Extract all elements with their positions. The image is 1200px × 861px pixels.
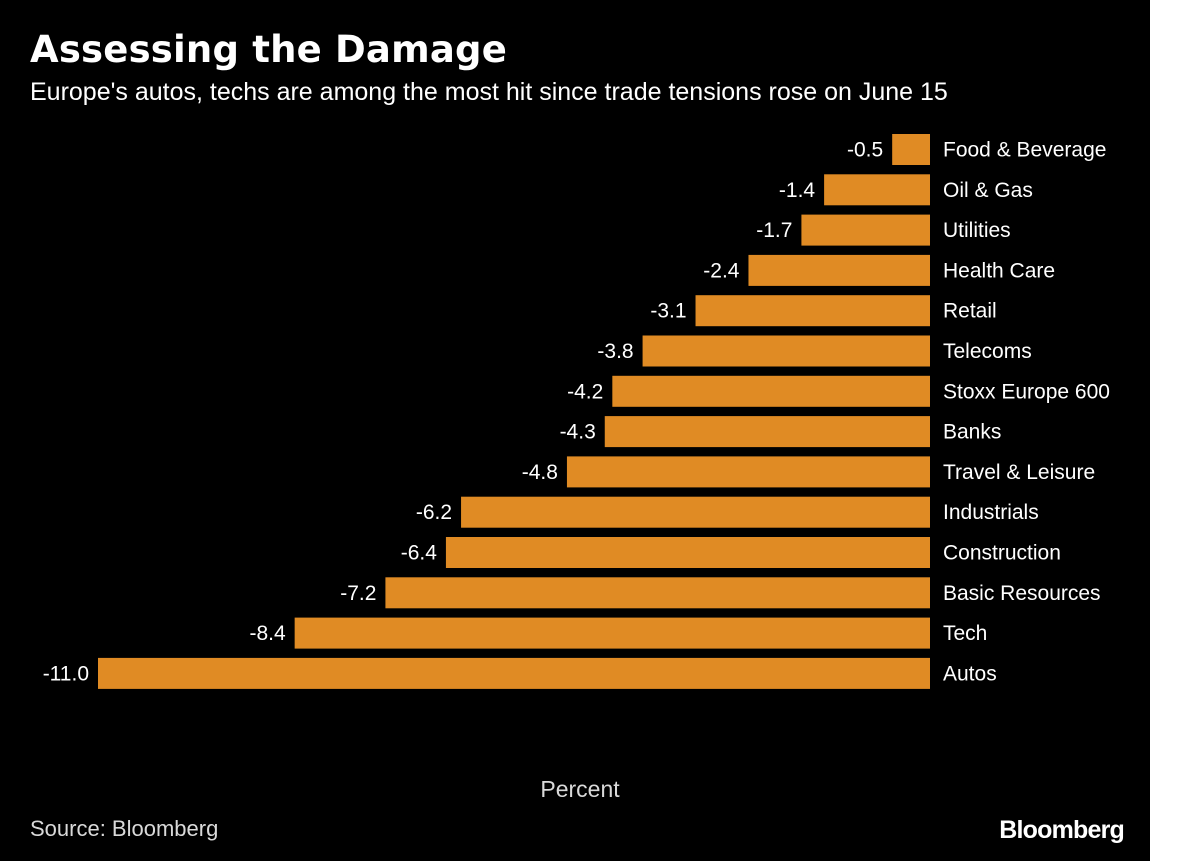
value-label-health-care: -2.4	[703, 259, 740, 282]
value-label-travel-and-leisure: -4.8	[522, 461, 558, 484]
bar-autos	[98, 657, 930, 689]
bar-telecoms	[642, 335, 930, 367]
category-label-construction: Construction	[943, 542, 1061, 565]
value-label-retail: -3.1	[650, 300, 686, 323]
source-note: Source: Bloomberg	[30, 816, 219, 841]
category-label-health-care: Health Care	[943, 259, 1055, 282]
category-label-utilities: Utilities	[943, 219, 1011, 242]
value-label-telecoms: -3.8	[597, 340, 633, 363]
category-label-industrials: Industrials	[943, 501, 1039, 524]
category-label-basic-resources: Basic Resources	[943, 582, 1101, 605]
bar-oil-and-gas	[824, 174, 930, 206]
chart-frame: Assessing the Damage Europe's autos, tec…	[0, 0, 1150, 861]
bar-travel-and-leisure	[566, 456, 930, 488]
category-label-travel-and-leisure: Travel & Leisure	[943, 461, 1095, 484]
bar-stoxx-europe-600	[612, 375, 930, 407]
category-label-food-and-beverage: Food & Beverage	[943, 139, 1106, 162]
bar-construction	[445, 537, 930, 568]
category-label-banks: Banks	[943, 421, 1001, 444]
bar-basic-resources	[385, 577, 930, 609]
category-label-tech: Tech	[943, 622, 987, 645]
bloomberg-logo: Bloomberg	[999, 816, 1125, 844]
x-axis-label: Percent	[540, 776, 620, 802]
category-label-retail: Retail	[943, 300, 997, 323]
value-label-food-and-beverage: -0.5	[847, 139, 883, 162]
bar-industrials	[461, 496, 930, 528]
chart-subtitle: Europe's autos, techs are among the most…	[30, 78, 948, 106]
value-label-autos: -11.0	[43, 662, 89, 685]
bar-utilities	[801, 214, 930, 246]
bar-health-care	[748, 254, 930, 286]
category-label-telecoms: Telecoms	[943, 340, 1032, 363]
value-label-stoxx-europe-600: -4.2	[567, 380, 603, 403]
value-label-tech: -8.4	[249, 622, 286, 645]
bar-retail	[695, 295, 930, 327]
value-label-utilities: -1.7	[756, 219, 792, 242]
chart-title: Assessing the Damage	[30, 28, 507, 71]
category-label-stoxx-europe-600: Stoxx Europe 600	[943, 380, 1110, 403]
value-label-basic-resources: -7.2	[340, 582, 376, 605]
value-label-banks: -4.3	[560, 421, 596, 444]
bar-banks	[604, 416, 930, 448]
bar-tech	[294, 617, 930, 649]
value-label-construction: -6.4	[401, 542, 438, 565]
category-label-autos: Autos	[943, 662, 997, 685]
value-label-oil-and-gas: -1.4	[779, 179, 816, 202]
bar-chart: -0.5 Food & Beverage -1.4 Oil & Gas -1.7 Util…	[43, 134, 1110, 689]
value-label-industrials: -6.2	[416, 501, 452, 524]
category-label-oil-and-gas: Oil & Gas	[943, 179, 1033, 202]
bar-food-and-beverage	[892, 134, 930, 165]
